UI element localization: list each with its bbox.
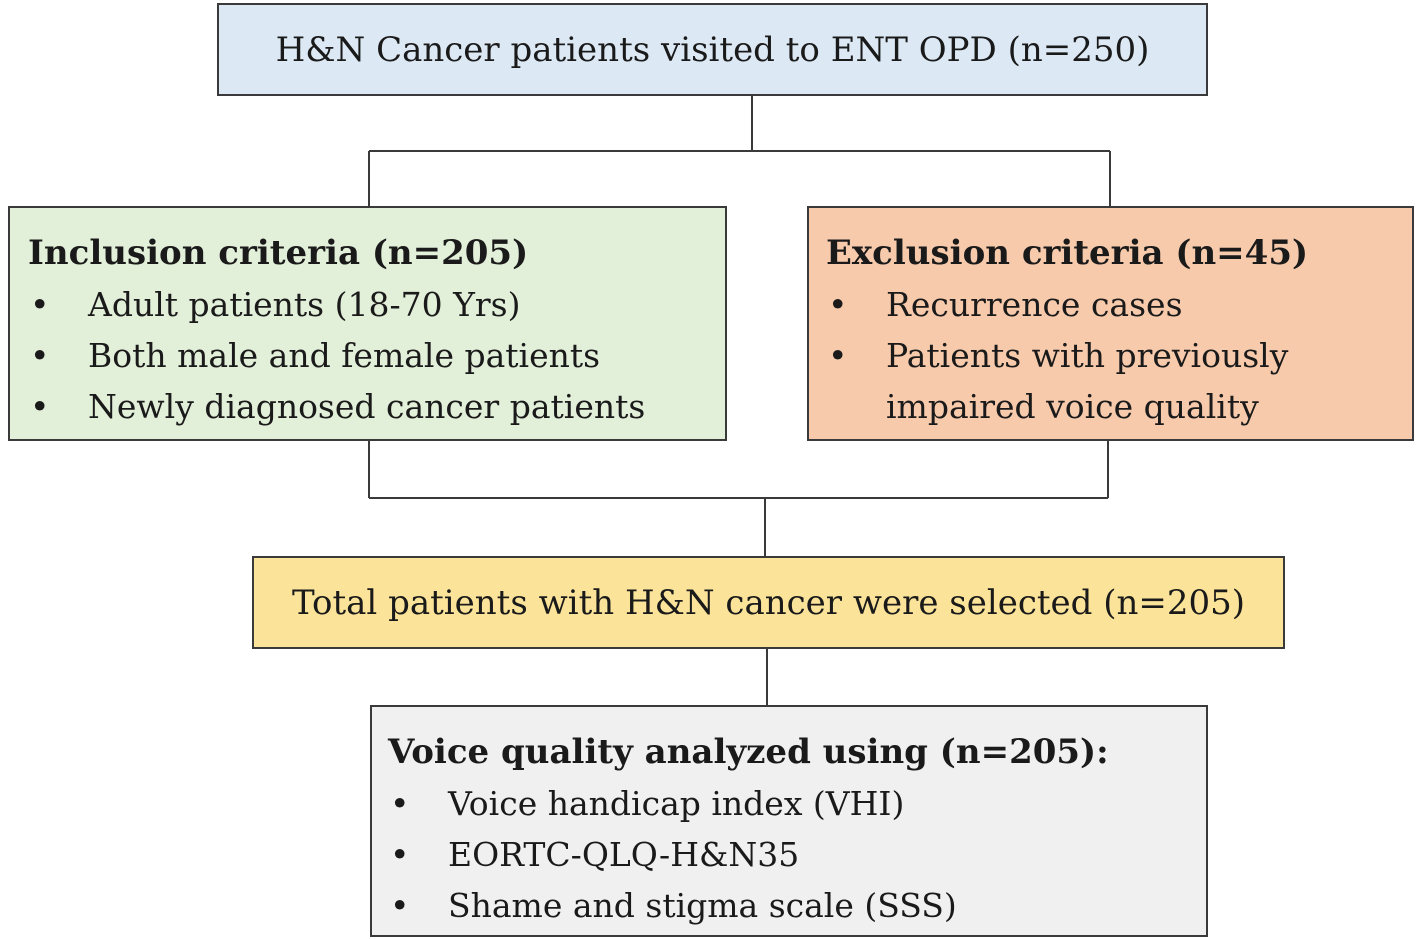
bullet-marker: • xyxy=(30,285,50,324)
voice-item: • Shame and stigma scale (SSS) xyxy=(388,880,1206,931)
box-patients-visited: H&N Cancer patients visited to ENT OPD (… xyxy=(217,3,1208,96)
box-selected-patients: Total patients with H&N cancer were sele… xyxy=(252,556,1285,649)
voice-item: • Voice handicap index (VHI) xyxy=(388,778,1206,829)
exclusion-title: Exclusion criteria (n=45) xyxy=(826,233,1309,273)
inclusion-title: Inclusion criteria (n=205) xyxy=(28,233,529,273)
bullet-marker: • xyxy=(30,336,50,375)
voice-title: Voice quality analyzed using (n=205): xyxy=(388,732,1109,772)
bullet-marker: • xyxy=(30,387,50,426)
inclusion-item: • Adult patients (18-70 Yrs) xyxy=(28,279,725,330)
box-voice-quality: Voice quality analyzed using (n=205): • V… xyxy=(370,705,1208,937)
box-exclusion-criteria: Exclusion criteria (n=45) • Recurrence ca… xyxy=(807,206,1414,441)
bullet-marker: • xyxy=(828,336,848,375)
box-patients-visited-text: H&N Cancer patients visited to ENT OPD (… xyxy=(275,29,1150,70)
box-selected-patients-text: Total patients with H&N cancer were sele… xyxy=(291,582,1246,623)
inclusion-item: • Newly diagnosed cancer patients xyxy=(28,381,725,432)
exclusion-item-continuation: impaired voice quality xyxy=(886,387,1259,426)
inclusion-item: • Both male and female patients xyxy=(28,330,725,381)
box-inclusion-criteria: Inclusion criteria (n=205) • Adult patien… xyxy=(8,206,727,441)
voice-item: • EORTC-QLQ-H&N35 xyxy=(388,829,1206,880)
exclusion-item: • Patients with previously xyxy=(826,330,1412,381)
bullet-marker: • xyxy=(828,285,848,324)
bullet-marker: • xyxy=(390,835,410,874)
bullet-marker: • xyxy=(390,886,410,925)
exclusion-item: • Recurrence cases xyxy=(826,279,1412,330)
bullet-marker: • xyxy=(390,784,410,823)
